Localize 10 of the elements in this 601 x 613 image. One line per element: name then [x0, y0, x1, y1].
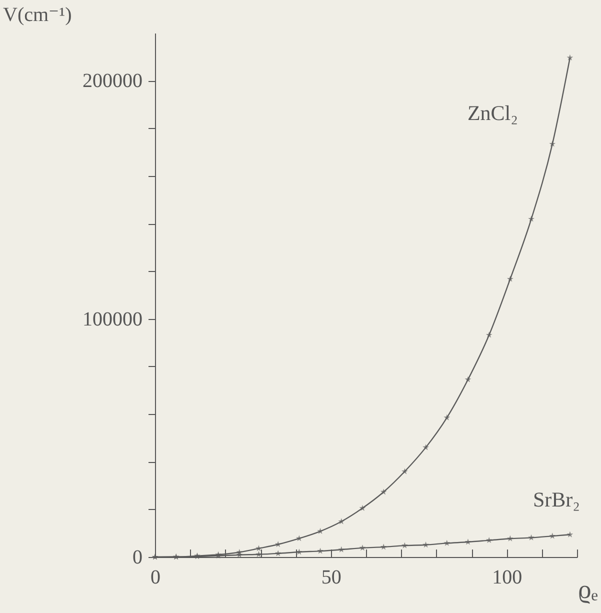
x-axis-title: ϱₑ	[578, 575, 598, 604]
x-tick-label: 50	[321, 566, 342, 588]
x-tick-label: 100	[492, 566, 522, 588]
series-label: SrBr₂	[532, 488, 580, 512]
y-tick-label: 100000	[82, 308, 142, 330]
y-tick-label: 200000	[82, 70, 142, 92]
x-tick-label: 0	[150, 566, 160, 588]
y-axis-title: V(cm⁻¹)	[3, 4, 72, 26]
y-tick-label: 0	[132, 546, 142, 568]
series-label: ZnCl₂	[467, 100, 518, 125]
